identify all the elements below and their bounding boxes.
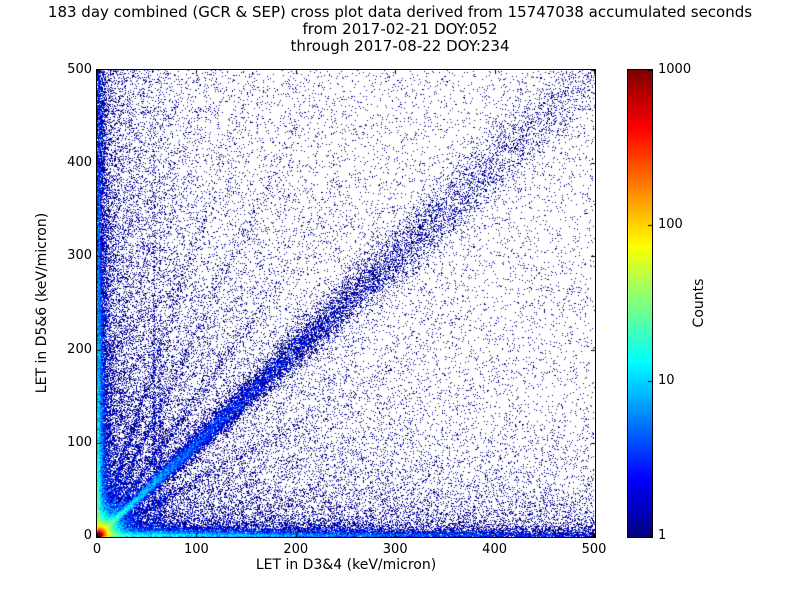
- colorbar-tick-label: 100: [658, 217, 683, 233]
- chart-title-line2: from 2017-02-21 DOY:052: [302, 20, 498, 38]
- x-tick-label: 100: [183, 542, 209, 557]
- chart-title-line1: 183 day combined (GCR & SEP) cross plot …: [47, 3, 753, 21]
- x-tick-label: 200: [283, 542, 309, 557]
- x-axis-label: LET in D3&4 (keV/micron): [255, 557, 437, 573]
- x-tick-label: 300: [382, 542, 408, 557]
- y-tick-label: 200: [67, 341, 92, 357]
- colorbar-tick-label: 10: [658, 372, 675, 388]
- y-tick-label: 0: [83, 528, 92, 543]
- y-tick-label: 300: [67, 248, 92, 264]
- x-tick-label: 400: [482, 542, 508, 557]
- y-axis-label: LET in D5&6 (keV/micron): [34, 212, 50, 394]
- colorbar-frame: [627, 69, 653, 538]
- x-tick-label: 0: [92, 542, 102, 557]
- plot-frame: [96, 69, 596, 538]
- scatter-plot-canvas: [97, 70, 595, 537]
- x-tick-label: 500: [581, 542, 607, 557]
- y-tick-label: 500: [67, 62, 92, 77]
- colorbar-canvas: [628, 70, 652, 537]
- colorbar-tick-label: 1000: [658, 62, 692, 77]
- colorbar-label: Counts: [691, 278, 707, 328]
- colorbar-tick-label: 1: [658, 528, 667, 543]
- chart-title-line3: through 2017-08-22 DOY:234: [290, 37, 510, 55]
- y-tick-label: 100: [67, 434, 92, 450]
- y-tick-label: 400: [67, 155, 92, 171]
